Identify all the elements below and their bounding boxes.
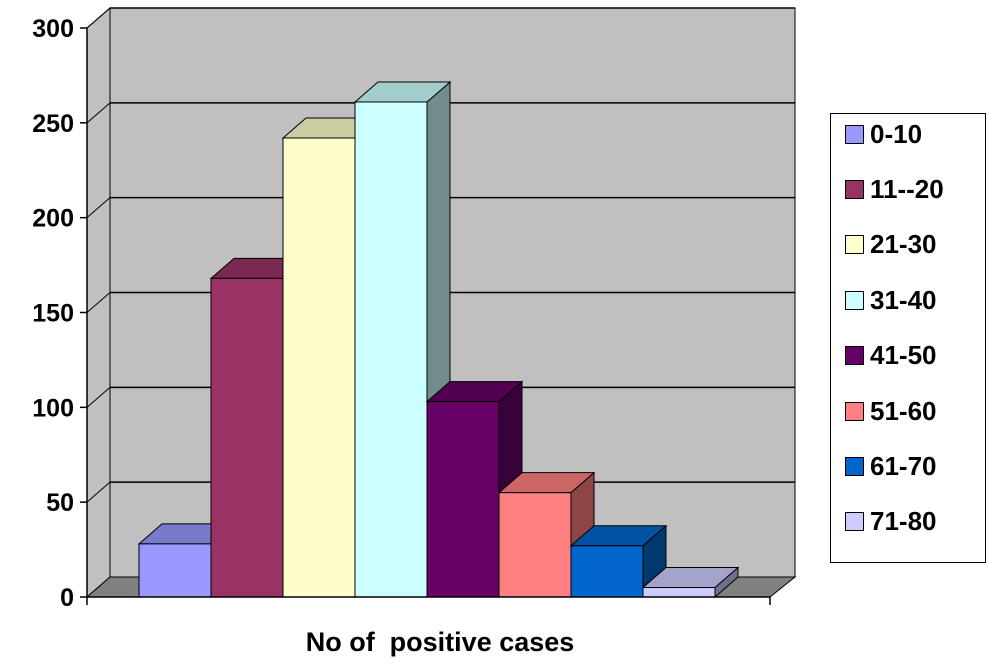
legend-label: 51-60 <box>870 395 937 426</box>
legend-item: 31-40 <box>845 285 937 315</box>
legend-item: 0-10 <box>845 119 922 149</box>
y-tick-label: 0 <box>60 584 74 612</box>
legend-swatch <box>845 179 864 199</box>
legend-swatch <box>845 124 864 144</box>
y-tick-label: 250 <box>32 110 74 138</box>
gridline-side <box>86 7 111 29</box>
y-tick-label: 100 <box>32 394 74 422</box>
gridline-side <box>86 102 111 124</box>
legend-label: 0-10 <box>870 118 923 149</box>
legend-item: 71-80 <box>845 506 937 537</box>
bars <box>137 80 740 599</box>
gridline-side <box>86 197 111 219</box>
y-tick-label: 200 <box>32 205 74 233</box>
bar <box>641 566 740 599</box>
bar-front <box>354 101 428 598</box>
bar <box>569 524 668 599</box>
legend-label: 21-30 <box>870 229 937 260</box>
legend-swatch <box>845 346 864 366</box>
legend-item: 21-30 <box>845 229 937 260</box>
bar-front <box>642 587 716 598</box>
bar-front <box>426 401 500 598</box>
y-tick-label: 150 <box>32 300 74 328</box>
bar-front <box>498 492 572 598</box>
gridline-side <box>86 386 111 408</box>
bar-front <box>570 545 644 598</box>
y-tick-label: 300 <box>32 15 74 43</box>
legend-label: 41-50 <box>870 340 937 371</box>
legend: 0-10 11--20 21-30 31-40 41-50 51-60 61-70 71-80 <box>830 113 986 563</box>
legend-item: 61-70 <box>845 451 937 481</box>
legend-label: 31-40 <box>870 284 937 315</box>
legend-item: 41-50 <box>845 340 937 371</box>
legend-label: 71-80 <box>870 506 937 537</box>
x-axis-label: No of positive cases <box>306 627 575 657</box>
legend-label: 61-70 <box>870 450 937 481</box>
legend-label: 11--20 <box>870 173 944 204</box>
legend-swatch <box>845 290 864 310</box>
y-axis: 0 50 100 150 200 250 300 <box>32 15 771 612</box>
legend-swatch <box>845 401 864 421</box>
legend-swatch <box>845 456 864 476</box>
legend-item: 11--20 <box>845 174 944 204</box>
y-tick-label: 50 <box>46 489 74 517</box>
bar-front <box>138 543 212 598</box>
legend-item: 51-60 <box>845 396 937 426</box>
bar-front <box>210 277 284 598</box>
legend-swatch <box>845 512 864 532</box>
legend-swatch <box>845 235 864 255</box>
bar-front <box>282 137 356 598</box>
gridline-side <box>86 481 111 503</box>
gridline-side <box>86 292 111 313</box>
